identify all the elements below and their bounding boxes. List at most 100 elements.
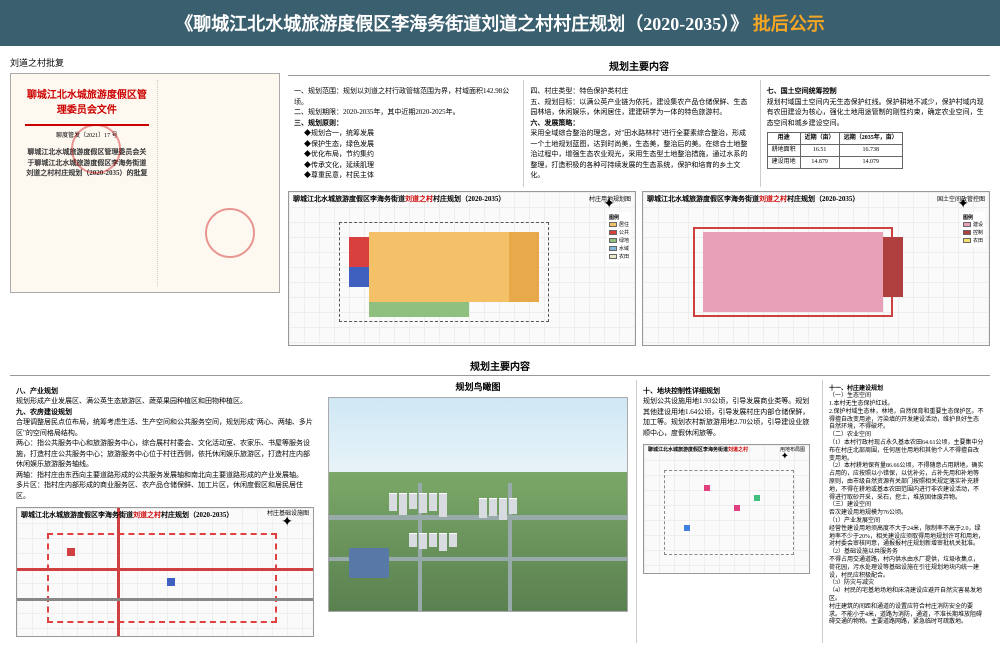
txt: 村庄建筑的间距和通道的设置应符合村庄消防安全的要求。不能小于4米，道路为消防，通… <box>829 604 984 627</box>
map-legend: 图例 建设 控制 农田 <box>961 212 985 247</box>
compass-icon: ✦ <box>281 512 293 533</box>
boundary <box>664 470 794 555</box>
th: 近期（亩） <box>800 133 839 145</box>
txt: （1）产业发展空间 <box>829 518 984 526</box>
section2-col-2: 十、地块控制性详细规划 规划公共设施用地1.93公顷，引导发展商业类等。规划其他… <box>636 380 816 644</box>
legend-title: 图例 <box>963 214 983 221</box>
title-bar: 《聊城江北水城旅游度假区李海务街道刘道之村村庄规划（2020-2035）》 批后… <box>0 0 1000 46</box>
approval-heading: 刘道之村批复 <box>10 56 280 69</box>
txt: 二、规划期限：2020-2035年，其中近期2020-2025年。 <box>294 107 511 118</box>
map-layout: 聊城江北水城旅游度假区李海务街道刘道之村 用地布局图 ✦ <box>643 444 810 574</box>
txt: 规划形成产业发展区、满公英生态旅游区、蔬菜果园种植区和田物种植区。 <box>16 396 314 407</box>
approval-column: 刘道之村批复 聊城江北水城旅游度假区管理委员会文件 聊度管发〔2021〕17 号… <box>10 56 280 346</box>
txt: 否次建设用地规模为76公顷。 <box>829 510 984 518</box>
map-title: 聊城江北水城旅游度假区李海务街道刘道之村村庄规划（2020-2035） <box>293 194 505 204</box>
txt: 1.本村无生态保护红线。 <box>829 401 984 409</box>
birdview-render <box>328 397 628 612</box>
txt: 经营性建设用地须高度不大于24米，限制率不高于2.0，绿地率不少于20%，相关建… <box>829 526 984 549</box>
td: 建设用地 <box>767 157 800 169</box>
map-legend: 图例 居住 公共 绿地 水域 农田 <box>607 212 631 263</box>
node <box>67 548 75 556</box>
txt: 2.保护村域生态林，林地，自然保育和重要生态保护区。不得擅自改变用途，污染填的开… <box>829 409 984 432</box>
txt: 九、农房建设规划 <box>16 407 314 418</box>
section-header-2: 规划主要内容 <box>10 356 990 376</box>
overview-block: 规划主要内容 一、规划范围：规划以刘道之村行政管辖范围为界，村域面积142.98… <box>288 56 990 346</box>
stamp-icon-2 <box>205 208 255 258</box>
td: 16.738 <box>839 145 902 157</box>
section2-col-3: 十一、村庄建设规划 （一）生态空间 1.本村无生态保护红线。 2.保护村域生态林… <box>822 380 990 644</box>
th: 用途 <box>767 133 800 145</box>
th: 远期（2035年，亩） <box>839 133 902 145</box>
legend-title: 图例 <box>609 214 629 221</box>
road <box>17 568 313 571</box>
map-landuse: 聊城江北水城旅游度假区李海务街道刘道之村村庄规划（2020-2035） 村庄用地… <box>288 191 636 346</box>
land-table: 用途近期（亩）远期（2035年，亩） 耕地面积16.5116.738 建设用地1… <box>767 132 903 169</box>
birdview-column: 规划鸟瞰图 <box>328 380 628 644</box>
map-control: 聊城江北水城旅游度假区李海务街道刘道之村村庄规划（2020-2035） 国土空间… <box>642 191 990 346</box>
txt: 五、规划目标：以满公英产业链为依托，建设集农产品仓储保鲜、生态园林培，休闲娱乐，… <box>530 97 747 118</box>
txt: 六、发展策略： <box>530 118 747 129</box>
txt: 不得占用交通道路，村内供水由水厂提供，垃圾收集点，荷花园，污水处理设等基础设施在… <box>829 557 984 580</box>
td: 14.079 <box>839 157 902 169</box>
txt: 三、规划原则： <box>294 118 511 129</box>
section2-right: 十、地块控制性详细规划 规划公共设施用地1.93公顷，引导发展商业类等。规划其他… <box>636 380 990 644</box>
row-2: 八、产业规划 规划形成产业发展区、满公英生态旅游区、蔬菜果园种植区和田物种植区。… <box>10 380 990 644</box>
txt: 规划村域国土空间内无生态保护红线。保护耕地不减少，保护村域内现有农田建设为核心，… <box>767 97 984 129</box>
block <box>883 237 903 297</box>
txt: （4）村民的宅基地场地和床浇建设应避开自然灾害易发地区。 <box>829 588 984 604</box>
overview-col-2: 四、村庄类型：特色保护类村庄 五、规划目标：以满公英产业链为依托，建设集农产品仓… <box>523 80 753 187</box>
compass-icon: ✦ <box>603 196 615 213</box>
title-main: 《聊城江北水城旅游度假区李海务街道刘道之村村庄规划（2020-2035）》 <box>175 14 748 34</box>
title-highlight: 批后公示 <box>753 14 825 34</box>
sky <box>329 398 627 473</box>
marker <box>734 505 740 511</box>
txt: ◆尊重民意，村民主体 <box>304 170 511 181</box>
birdview-title: 规划鸟瞰图 <box>328 380 628 393</box>
txt: （二）农业空间 <box>829 432 984 440</box>
doc-page-right <box>158 80 273 286</box>
txt: 四、村庄类型：特色保护类村庄 <box>530 86 747 97</box>
marker <box>684 525 690 531</box>
txt: 两轴：指村庄由东西向主要道路形成的公共服务发展轴和南北向主要道路形成的产业发展轴… <box>16 470 314 481</box>
txt: 合理调整居民点位布局，统筹考虑生活、生产空间和公共服务空间，规划形成"两心、两轴… <box>16 417 314 438</box>
txt: （1）本村行政村现占永久基本农田64.61公顷，主要集中分布在村庄北部周围，任何… <box>829 440 984 463</box>
compass-icon: ✦ <box>957 196 969 213</box>
txt: 一、规划范围：规划以刘道之村行政管辖范围为界，村域面积142.98公顷。 <box>294 86 511 107</box>
txt: （2）本村耕地保有量86.66公顷，不得随意占用耕地，确实占用的，应按照以小错保… <box>829 463 984 502</box>
boundary <box>339 222 549 322</box>
txt: 采用全域综合整治的理念，对"田水路林村"进行全要素综合整治，形成一个土地规划蓝图… <box>530 128 747 181</box>
txt: ◆传承文化，延续肌理 <box>304 160 511 171</box>
stamp-icon <box>71 124 121 174</box>
ground <box>329 472 627 610</box>
map-title: 聊城江北水城旅游度假区李海务街道刘道之村村庄规划（2020-2035） <box>647 194 859 204</box>
content-area: 刘道之村批复 聊城江北水城旅游度假区管理委员会文件 聊度管发〔2021〕17 号… <box>0 46 1000 663</box>
marker <box>704 485 710 491</box>
txt: 多片区：指村庄内部形成的商业服务区、农产品仓储保鲜、加工片区，休闲度假区和居民居… <box>16 480 314 501</box>
txt: 八、产业规划 <box>16 386 314 397</box>
boundary-dash <box>47 533 277 623</box>
map-title: 聊城江北水城旅游度假区李海务街道刘道之村村庄规划（2020-2035） <box>21 510 233 521</box>
compass-icon: ✦ <box>781 449 789 464</box>
doc-red-header: 聊城江北水城旅游度假区管理委员会文件 <box>25 88 149 118</box>
td: 14.879 <box>800 157 839 169</box>
txt: 规划公共设施用地1.93公顷，引导发展商业类等。规划其他建设用地1.64公顷，引… <box>643 396 810 438</box>
water-feature <box>349 548 389 578</box>
map-infra: 聊城江北水城旅游度假区李海务街道刘道之村村庄规划（2020-2035） 村庄基础… <box>16 507 314 637</box>
redline <box>693 227 893 317</box>
road <box>117 508 120 636</box>
marker <box>754 495 760 501</box>
txt: ◆保护生态，绿色发展 <box>304 139 511 150</box>
td: 16.51 <box>800 145 839 157</box>
txt: （2）基础设施以共服务务 <box>829 549 984 557</box>
txt: ◆优化布局，节约集约 <box>304 149 511 160</box>
section2-col-1: 八、产业规划 规划形成产业发展区、满公英生态旅游区、蔬菜果园种植区和田物种植区。… <box>10 380 320 644</box>
overview-col-3: 七、国土空间统筹控制 规划村域国土空间内无生态保护红线。保护耕地不减少，保护村域… <box>760 80 990 187</box>
row-1: 刘道之村批复 聊城江北水城旅游度假区管理委员会文件 聊度管发〔2021〕17 号… <box>10 56 990 346</box>
txt: 七、国土空间统筹控制 <box>767 86 984 97</box>
road <box>17 598 313 601</box>
txt: ◆规划合一，统筹发展 <box>304 128 511 139</box>
doc-page-left: 聊城江北水城旅游度假区管理委员会文件 聊度管发〔2021〕17 号 聊城江北水城… <box>17 80 158 286</box>
node <box>167 578 175 586</box>
overview-col-1: 一、规划范围：规划以刘道之村行政管辖范围为界，村域面积142.98公顷。 二、规… <box>288 80 517 187</box>
map-title: 聊城江北水城旅游度假区李海务街道刘道之村 <box>648 447 748 455</box>
